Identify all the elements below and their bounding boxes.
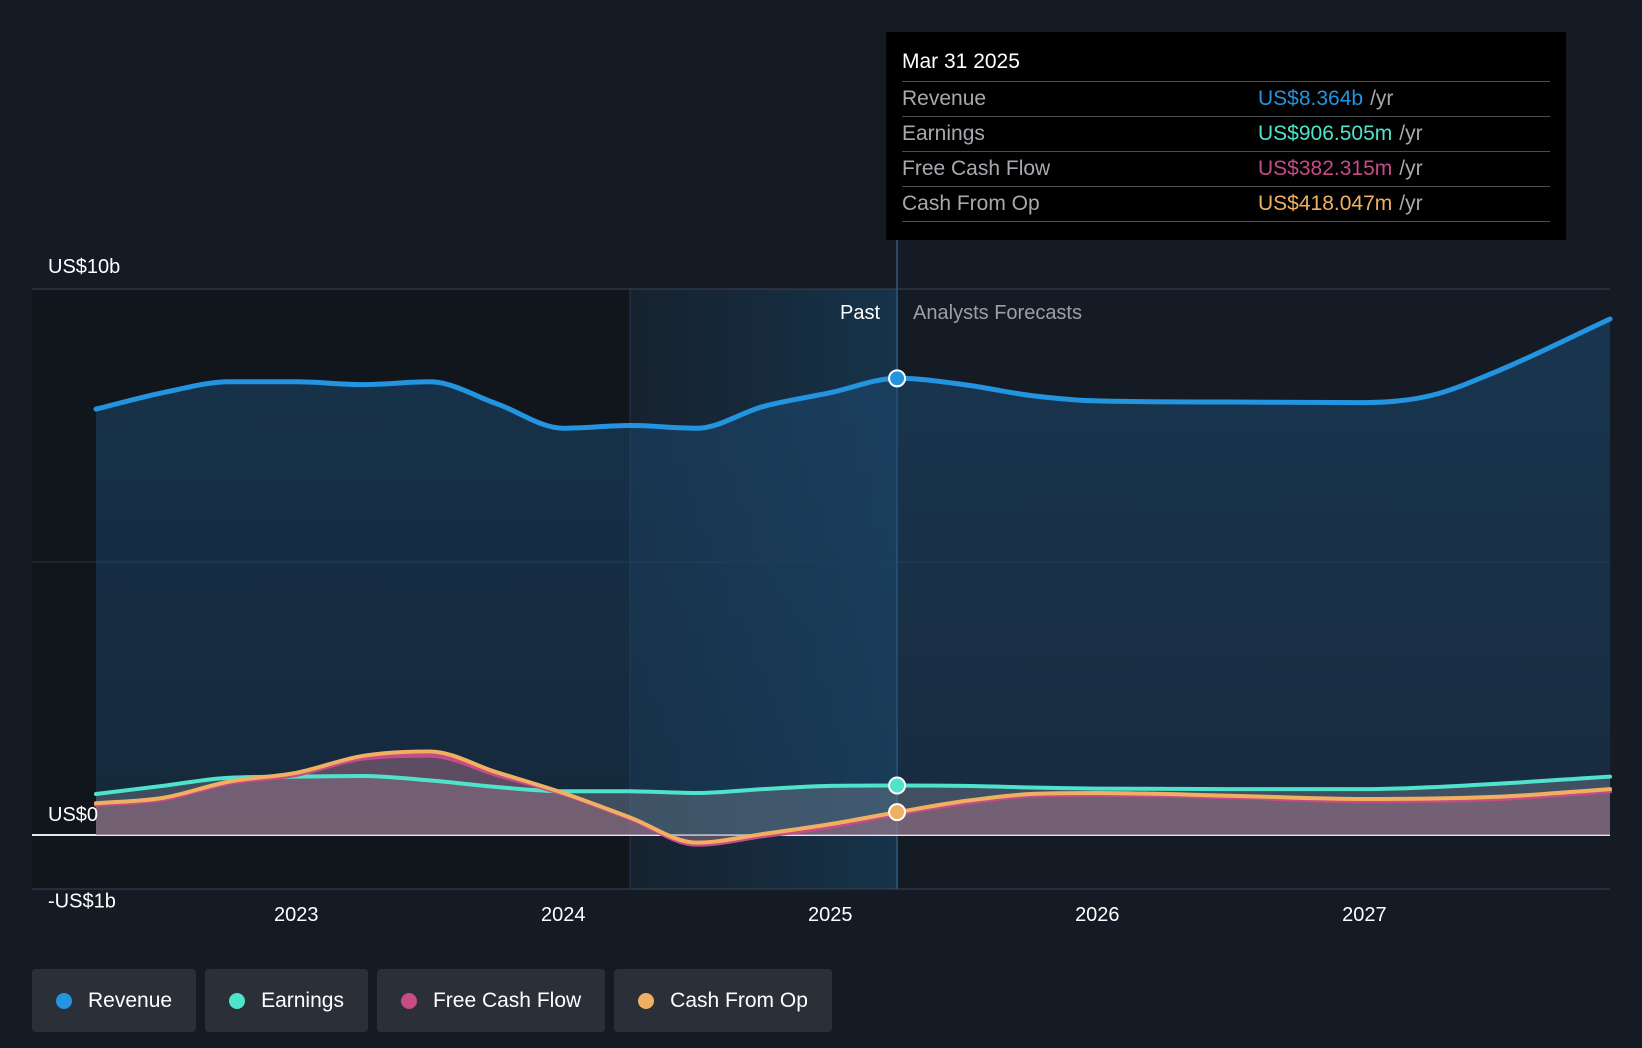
tooltip-fcf-name: Free Cash Flow xyxy=(902,157,1051,180)
tooltip-cfo-value: US$418.047m xyxy=(1258,192,1393,215)
earnings-dot-icon xyxy=(229,992,246,1009)
x-tick-label: 2027 xyxy=(1342,904,1387,926)
legend-label-cash-from-op: Cash From Op xyxy=(670,988,808,1012)
revenue-line xyxy=(93,316,1613,431)
axis-labels: US$10b US$0 -US$1b 2023 2024 2025 2026 2027 xyxy=(48,256,1387,926)
legend-item-cash-from-op[interactable]: Cash From Op xyxy=(614,969,832,1032)
forecast-region-label: Analysts Forecasts xyxy=(913,302,1082,324)
chart-legend: Revenue Earnings Free Cash Flow Cash Fro… xyxy=(32,969,832,1032)
tooltip-revenue-value: US$8.364b xyxy=(1258,87,1364,110)
y-tick-label: US$0 xyxy=(48,804,98,826)
legend-item-revenue[interactable]: Revenue xyxy=(32,969,197,1032)
x-tick-label: 2023 xyxy=(274,904,319,926)
tooltip-row-earnings: Earnings US$906.505m /yr xyxy=(902,117,1550,152)
tooltip-fcf-unit: /yr xyxy=(1399,157,1423,180)
earnings-marker xyxy=(888,776,907,795)
y-tick-label: US$10b xyxy=(48,256,120,278)
legend-item-earnings[interactable]: Earnings xyxy=(205,969,368,1032)
revenue-dot-icon xyxy=(56,992,72,1009)
x-tick-label: 2026 xyxy=(1075,904,1120,926)
legend-label-free-cash-flow: Free Cash Flow xyxy=(432,988,582,1012)
tooltip-earnings-value: US$906.505m xyxy=(1258,122,1393,145)
cash-from-op-dot-icon xyxy=(638,992,655,1009)
legend-label-earnings: Earnings xyxy=(261,988,344,1012)
series-lines xyxy=(93,316,1613,847)
x-tick-label: 2025 xyxy=(808,904,853,926)
revenue-area xyxy=(96,319,1610,835)
tooltip-earnings-name: Earnings xyxy=(902,122,985,145)
tooltip-cfo-name: Cash From Op xyxy=(902,192,1040,215)
past-region-label: Past xyxy=(840,302,880,324)
data-tooltip: Mar 31 2025 Revenue US$8.364b /yr Earnin… xyxy=(886,32,1566,240)
tooltip-earnings-unit: /yr xyxy=(1399,122,1423,145)
tooltip-row-free-cash-flow: Free Cash Flow US$382.315m /yr xyxy=(902,152,1550,187)
x-tick-label: 2024 xyxy=(541,904,586,926)
free-cash-flow-area xyxy=(96,755,1610,845)
hover-markers xyxy=(888,369,907,822)
tooltip-date: Mar 31 2025 xyxy=(902,47,1550,82)
legend-label-revenue: Revenue xyxy=(88,988,173,1012)
tooltip-row-cash-from-op: Cash From Op US$418.047m /yr xyxy=(902,187,1550,222)
earnings-line xyxy=(94,774,1612,796)
series-areas xyxy=(96,319,1610,845)
tooltip-fcf-value: US$382.315m xyxy=(1258,157,1393,180)
cash-from-op-marker xyxy=(888,803,907,822)
cash-from-op-line xyxy=(94,749,1612,845)
free-cash-flow-dot-icon xyxy=(400,992,417,1009)
legend-item-free-cash-flow[interactable]: Free Cash Flow xyxy=(376,969,606,1032)
tooltip-revenue-unit: /yr xyxy=(1370,87,1394,110)
tooltip-cfo-unit: /yr xyxy=(1399,192,1423,215)
revenue-marker xyxy=(888,369,907,388)
y-tick-label: -US$1b xyxy=(48,891,116,913)
cash-from-op-area xyxy=(96,751,1610,843)
tooltip-revenue-name: Revenue xyxy=(902,87,987,110)
tooltip-row-revenue: Revenue US$8.364b /yr xyxy=(902,82,1550,117)
